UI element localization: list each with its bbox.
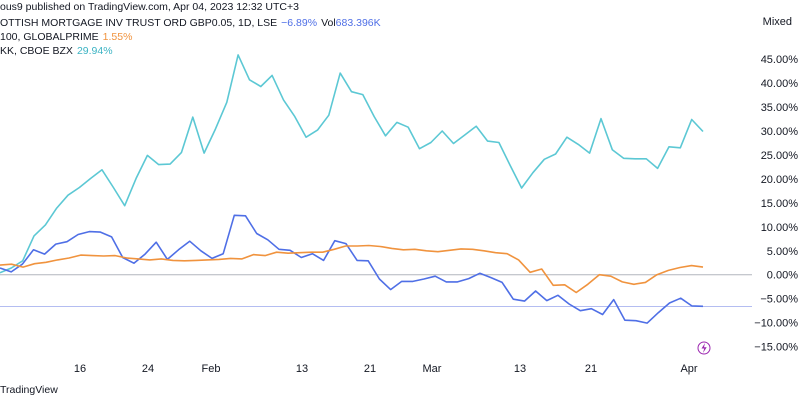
lightning-icon [701,343,707,353]
y-tick-label: −5.00% [760,294,798,306]
legend-symbol: KK, CBOE BZX [0,45,73,57]
y-tick-label: 25.00% [761,150,799,162]
y-tick-label: 45.00% [761,54,799,66]
x-axis[interactable]: 16 24 Feb 13 21 Mar 13 21 Apr [74,363,698,375]
series-line-smt[interactable] [0,214,704,324]
publisher-line: ous9 published on TradingView.com, Apr 0… [0,1,299,13]
alert-circle[interactable] [697,341,711,355]
x-tick-label: Mar [423,363,442,375]
y-tick-label: −10.00% [754,318,798,330]
legend-symbol: 100, GLOBALPRIME [0,31,99,43]
legend-change: 1.55% [102,31,133,43]
legend-change: −6.89% [281,17,318,29]
legend-row-index[interactable]: 100, GLOBALPRIME 1.55% [0,30,136,44]
y-tick-label: 20.00% [761,174,799,186]
series-line-index[interactable] [0,244,704,294]
legend-row-kk[interactable]: KK, CBOE BZX 29.94% [0,44,117,58]
y-axis[interactable]: 45.00% 40.00% 35.00% 30.00% 25.00% 20.00% 15.0… [754,54,798,353]
series-line-kk[interactable] [0,54,704,274]
y-tick-label: 10.00% [761,222,799,234]
x-tick-label: 13 [514,363,526,375]
x-tick-label: 21 [585,363,597,375]
alert-marker[interactable] [697,341,711,355]
x-tick-label: 21 [364,363,376,375]
x-tick-label: Apr [680,363,697,375]
reference-lines [0,274,752,307]
y-tick-label: 0.00% [767,270,798,282]
y-tick-label: 35.00% [761,102,799,114]
x-tick-label: 24 [142,363,154,375]
x-tick-label: 16 [74,363,86,375]
y-tick-label: 30.00% [761,126,799,138]
volume-label: Vol [321,17,336,29]
y-tick-label: 5.00% [767,246,798,258]
x-tick-label: Feb [202,363,221,375]
footer-brand: TradingView [0,384,58,396]
y-tick-label: 40.00% [761,78,799,90]
legend-symbol: OTTISH MORTGAGE INV TRUST ORD GBP0.05, 1… [0,17,278,29]
scale-mode-label[interactable]: Mixed [762,16,792,28]
series-layer [0,54,704,324]
y-tick-label: 15.00% [761,198,799,210]
y-tick-label: −15.00% [754,342,798,354]
x-tick-label: 13 [296,363,308,375]
legend-row-smt[interactable]: OTTISH MORTGAGE INV TRUST ORD GBP0.05, 1… [0,16,381,30]
legend-change: 29.94% [76,45,113,57]
volume-value: 683.396K [335,17,381,29]
